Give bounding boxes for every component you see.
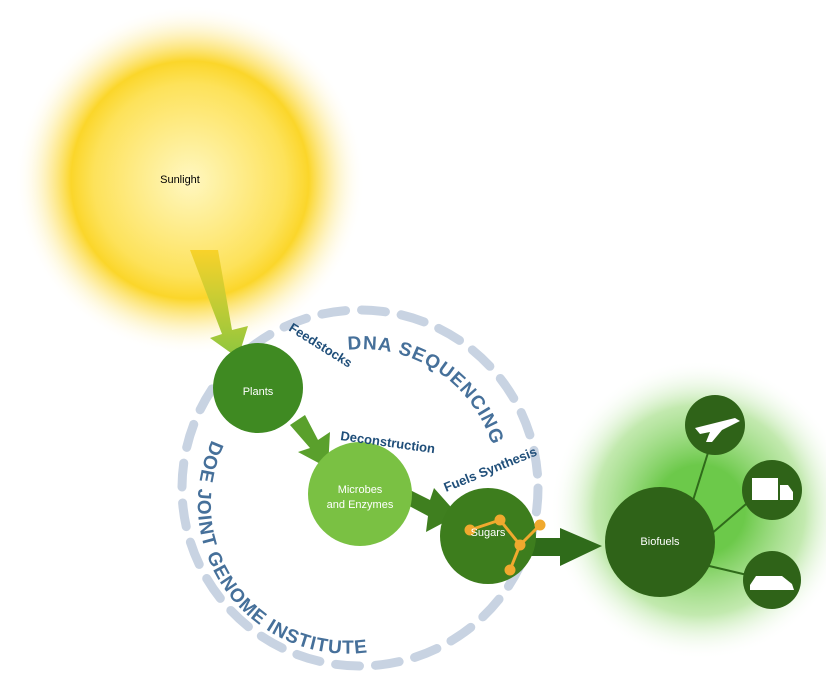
dashed-ring [177, 305, 543, 671]
node-label: Sugars [471, 527, 506, 539]
microbes-node [308, 442, 412, 546]
node-label: Biofuels [640, 536, 680, 548]
sun-glow [15, 5, 365, 355]
stage-label: Feedstocks [286, 320, 355, 371]
ring-label: DNA SEQUENCING [347, 333, 508, 447]
stage-label: Fuels Synthesis [442, 444, 539, 495]
car [750, 576, 794, 590]
biofuels-node [605, 487, 715, 597]
arrow [190, 250, 248, 358]
arrow [290, 415, 330, 468]
node-label: and Enzymes [327, 499, 394, 511]
ring-label-path: DNA SEQUENCING [347, 333, 507, 447]
plants-node [213, 343, 303, 433]
sugar-molecules [464, 514, 546, 576]
node-label: Microbes [338, 484, 383, 496]
node-label: Plants [243, 386, 274, 398]
plane [695, 418, 740, 442]
arrow [530, 528, 602, 566]
sugars-node [440, 488, 536, 584]
truck [752, 478, 793, 500]
sun-label: Sunlight [160, 174, 200, 186]
